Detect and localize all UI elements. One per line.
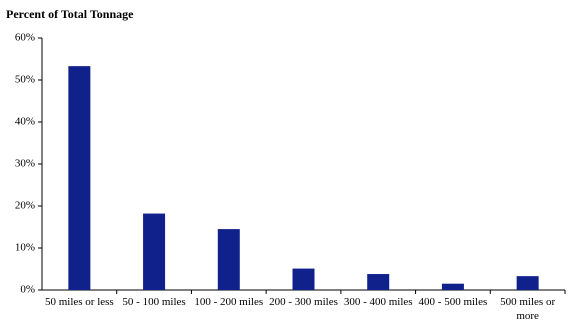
y-tick-label: 50% <box>15 74 35 86</box>
x-tick-label: 100 - 200 miles <box>194 296 264 308</box>
chart-title: Percent of Total Tonnage <box>6 7 134 21</box>
y-tick-label: 0% <box>20 284 35 296</box>
bar <box>217 229 240 290</box>
x-tick-label: 200 - 300 miles <box>269 296 338 308</box>
y-tick-label: 60% <box>15 32 35 44</box>
bar <box>68 66 91 290</box>
y-tick-label: 40% <box>15 116 35 128</box>
bar <box>516 276 539 290</box>
y-tick-label: 10% <box>15 242 35 254</box>
bar <box>292 268 315 290</box>
x-tick-label: 500 miles or more <box>500 296 556 322</box>
y-tick-label: 30% <box>15 158 35 170</box>
x-tick-label: 50 - 100 miles <box>122 296 186 308</box>
bar <box>367 274 390 290</box>
bar <box>143 213 166 290</box>
x-tick-label: 300 - 400 miles <box>343 296 413 308</box>
y-tick-label: 20% <box>15 200 35 212</box>
x-tick-label: 50 miles or less <box>44 296 114 308</box>
x-tick-label: 400 - 500 miles <box>418 296 488 308</box>
bar <box>441 283 464 290</box>
